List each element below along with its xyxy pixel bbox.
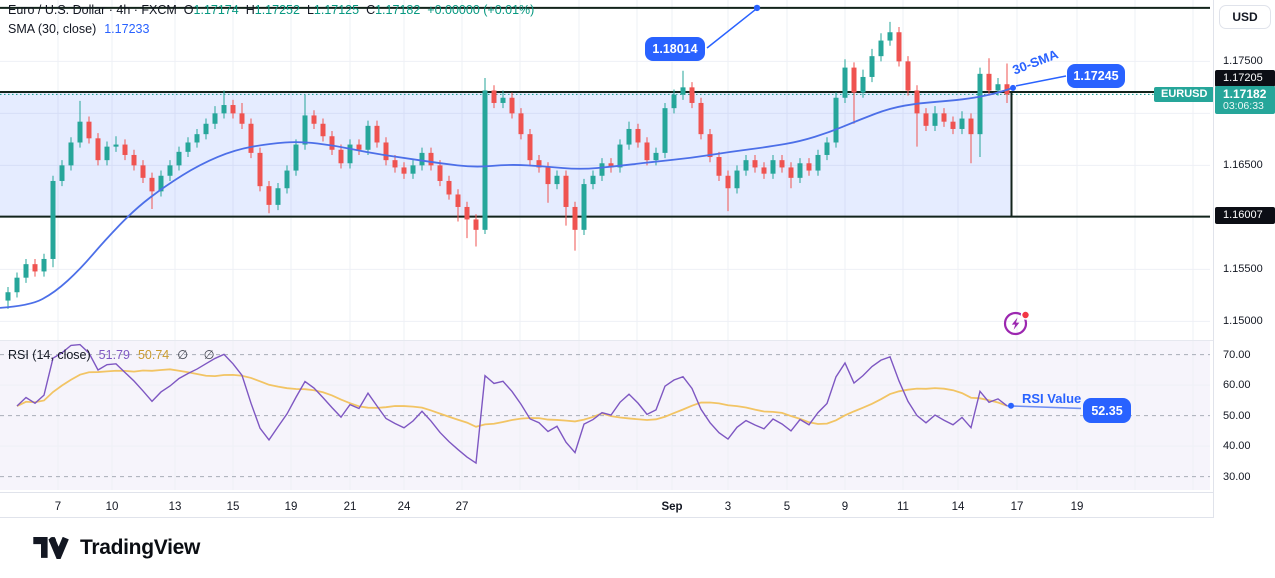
resistance-price-badge: 1.17205 [1215, 70, 1275, 87]
rsi-legend-name: RSI (14, close) [8, 348, 91, 362]
tradingview-logo-icon [33, 537, 69, 559]
rsi-value-label: RSI Value [1022, 391, 1082, 406]
time-axis-label[interactable]: 15 [227, 501, 240, 513]
bar-countdown: 03:06:33 [1223, 100, 1264, 112]
flash-icon[interactable] [1001, 308, 1033, 338]
time-axis-label[interactable]: 3 [725, 501, 731, 513]
time-axis-label[interactable]: 5 [784, 501, 790, 513]
rsi-legend-value1: 51.79 [98, 348, 130, 362]
symbol-title: Euro / U.S. Dollar · 4h · FXCM [8, 3, 177, 17]
price-axis-label: 50.00 [1223, 409, 1251, 422]
price-axis-label: 1.17500 [1223, 55, 1263, 68]
price-axis-label: 40.00 [1223, 440, 1251, 453]
time-axis-label[interactable]: 19 [1071, 501, 1084, 513]
last-price-badge: 1.17182 03:06:33 [1215, 86, 1275, 114]
ohlc-value: 1.17182 [375, 3, 421, 17]
price-axis-label: 30.00 [1223, 470, 1251, 483]
ohlc-value: 1.17252 [254, 3, 300, 17]
time-axis-label[interactable]: 11 [897, 501, 909, 513]
tradingview-brand[interactable]: TradingView [33, 536, 200, 560]
time-axis-label[interactable]: 9 [842, 501, 848, 513]
upper-target-badge[interactable]: 1.18014 [645, 37, 705, 61]
currency-button[interactable]: USD [1219, 5, 1271, 29]
price-axis-label: 60.00 [1223, 379, 1251, 392]
sma-legend[interactable]: SMA (30, close) 1.17233 [8, 21, 149, 38]
price-axis-label: 70.00 [1223, 348, 1251, 361]
time-axis-label[interactable]: 13 [169, 501, 182, 513]
rsi-legend-empty-sets: ∅ ∅ [177, 348, 221, 362]
ohlc-value: 1.17125 [313, 3, 360, 17]
time-axis-label[interactable]: 21 [344, 501, 357, 513]
rsi-legend[interactable]: RSI (14, close) 51.79 50.74 ∅ ∅ [8, 347, 221, 362]
time-axis-label[interactable]: 27 [456, 501, 469, 513]
ohlc-letter: H [245, 3, 255, 17]
ohlc-letter: L [306, 3, 314, 17]
ohlc-letter: C [366, 3, 376, 17]
price-axis-label: 1.16500 [1223, 159, 1263, 172]
price-chart-canvas[interactable]: 7 10 13 15 19 21 24 27 Sep 3 5 9 11 14 17 19 [0, 0, 1275, 530]
support-price-badge: 1.16007 [1215, 207, 1275, 224]
time-axis-label[interactable]: 24 [398, 501, 411, 513]
time-axis-label[interactable]: Sep [661, 501, 682, 513]
sma-legend-name: SMA (30, close) [8, 22, 97, 36]
time-axis-label[interactable]: 19 [285, 501, 298, 513]
brand-name: TradingView [80, 536, 201, 559]
time-axis-label[interactable]: 17 [1011, 501, 1024, 513]
ohlc-values: O1.17174 H1.17252 L1.17125 C1.17182 [177, 3, 421, 17]
alert-dot-icon [1020, 310, 1031, 320]
price-axis-label: 1.15500 [1223, 263, 1263, 276]
ohlc-value: 1.17174 [193, 3, 239, 17]
rsi-value-badge[interactable]: 52.35 [1083, 398, 1131, 423]
time-axis-label[interactable]: 7 [55, 501, 61, 513]
sma-value-badge[interactable]: 1.17245 [1067, 64, 1125, 88]
price-axis[interactable]: USD 1.17205 1.17182 03:06:33 1.16007 1.1… [1213, 0, 1275, 518]
sma-legend-value: 1.17233 [104, 22, 150, 36]
ohlc-letter: O [183, 3, 194, 17]
last-price-value: 1.17182 [1223, 87, 1267, 101]
symbol-legend[interactable]: Euro / U.S. Dollar · 4h · FXCM O1.17174 H1… [8, 2, 534, 19]
time-axis-label[interactable]: 10 [106, 501, 119, 513]
time-axis-label[interactable]: 14 [952, 501, 965, 513]
price-axis-label: 1.15000 [1223, 315, 1263, 328]
symbol-price-tag: EURUSD [1154, 87, 1215, 102]
change-value: +0.00000 (+0.01%) [427, 3, 535, 17]
rsi-legend-value2: 50.74 [137, 348, 170, 362]
